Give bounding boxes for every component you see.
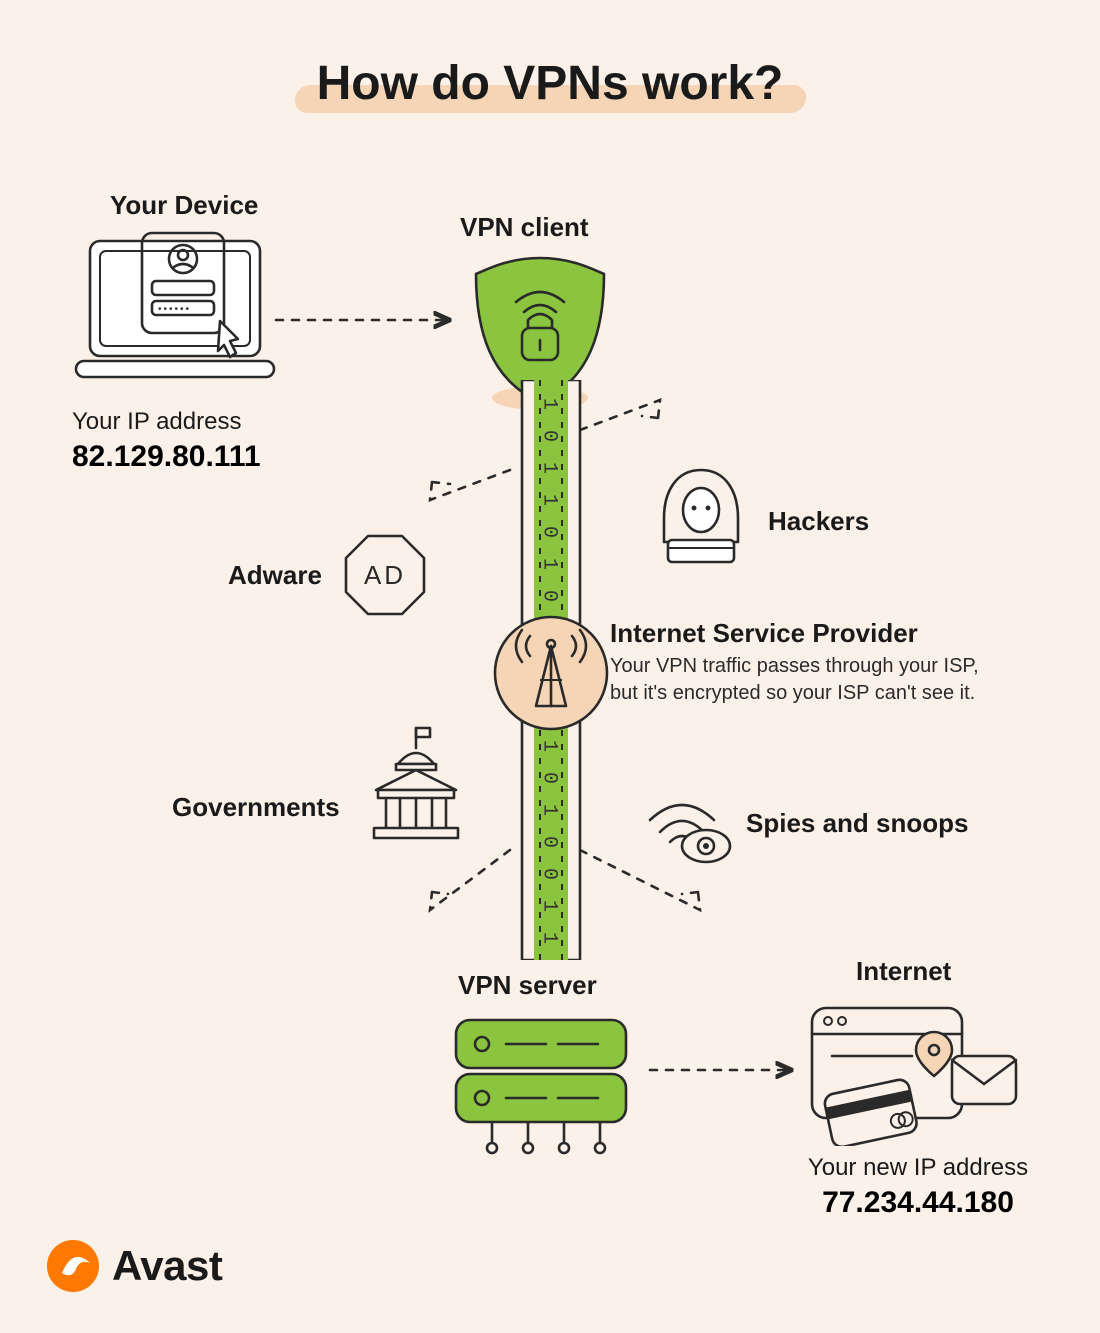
adware-node: AD <box>340 530 430 625</box>
page-title: How do VPNs work? <box>0 52 1100 119</box>
internet-node <box>802 996 1022 1151</box>
internet-label: Internet <box>856 956 951 987</box>
device-node: Your Device •••••• <box>70 190 370 396</box>
hacker-node <box>646 462 756 577</box>
device-ip: Your IP address 82.129.80.111 <box>72 408 261 474</box>
gov-node <box>356 724 476 849</box>
isp-body: Your VPN traffic passes through your ISP… <box>610 653 1010 707</box>
device-ip-label: Your IP address <box>72 408 261 436</box>
brand-name: Avast <box>112 1242 222 1290</box>
brand-logo: Avast <box>46 1239 222 1293</box>
isp-node <box>488 610 614 741</box>
isp-title: Internet Service Provider <box>610 618 1010 649</box>
adware-label: Adware <box>228 560 322 591</box>
svg-text:••••••: •••••• <box>158 304 191 315</box>
internet-ip: Your new IP address 77.234.44.180 <box>788 1154 1048 1220</box>
ad-badge-text: AD <box>364 560 406 590</box>
device-ip-value: 82.129.80.111 <box>72 440 261 474</box>
antenna-icon <box>488 610 614 736</box>
internet-ip-label: Your new IP address <box>788 1154 1048 1182</box>
spy-node <box>640 790 740 875</box>
server-icon <box>446 1010 646 1170</box>
avast-logo-icon <box>46 1239 100 1293</box>
vpn-server-label: VPN server <box>458 970 597 1001</box>
ad-octagon-icon: AD <box>340 530 430 620</box>
governments-label: Governments <box>172 792 340 823</box>
browser-icon <box>802 996 1022 1146</box>
binary-bottom: 1 0 1 0 0 1 1 0 <box>538 740 561 960</box>
title-text: How do VPNs work? <box>295 52 806 119</box>
hacker-icon <box>646 462 756 572</box>
device-label: Your Device <box>110 190 370 221</box>
wifi-eye-icon <box>640 790 740 870</box>
isp-text: Internet Service Provider Your VPN traff… <box>610 618 1010 707</box>
spies-label: Spies and snoops <box>746 808 969 839</box>
laptop-icon: •••••• <box>70 231 280 391</box>
vpn-client-label: VPN client <box>460 212 589 243</box>
internet-ip-value: 77.234.44.180 <box>788 1186 1048 1220</box>
vpn-server-node <box>446 1010 646 1175</box>
government-building-icon <box>356 724 476 844</box>
hackers-label: Hackers <box>768 506 869 537</box>
